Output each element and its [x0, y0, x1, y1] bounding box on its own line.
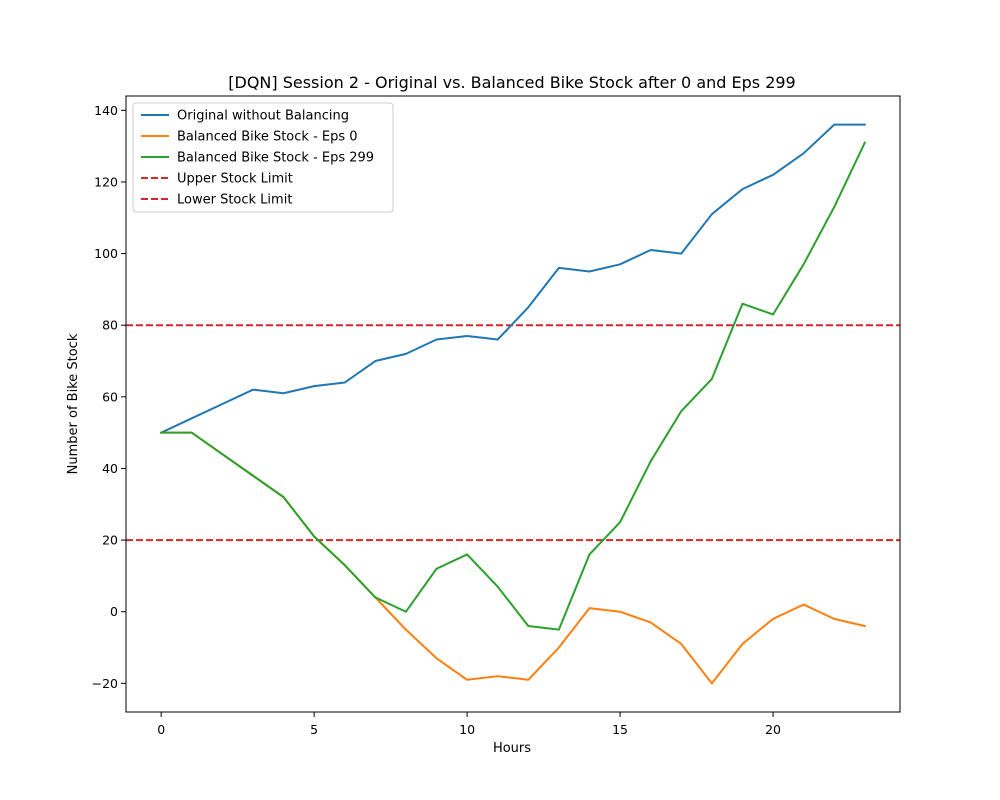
y-tick-label: 140 [94, 103, 118, 118]
y-axis-label: Number of Bike Stock [66, 333, 81, 474]
reference-lines [126, 324, 900, 542]
y-tick-label: 20 [102, 533, 118, 548]
y-tick-label: 80 [102, 318, 118, 333]
x-axis-ticks: 0 5 10 15 20 [157, 712, 781, 737]
chart-title: [DQN] Session 2 - Original vs. Balanced … [228, 73, 795, 92]
legend-label: Original without Balancing [177, 109, 349, 124]
series-line-1 [159, 123, 866, 434]
legend-box [132, 102, 394, 213]
x-tick-label: 0 [157, 722, 165, 737]
x-tick-label: 15 [612, 722, 628, 737]
legend-label: Lower Stock Limit [177, 193, 292, 208]
x-tick-label: 20 [765, 722, 781, 737]
y-tick-label: 0 [110, 604, 118, 619]
y-tick-label: −20 [92, 676, 118, 691]
series-line-3 [160, 141, 867, 631]
legend-label: Balanced Bike Stock - Eps 299 [177, 151, 374, 166]
y-tick-label: 60 [102, 389, 118, 404]
x-tick-label: 10 [459, 722, 475, 737]
y-tick-label: 40 [102, 461, 118, 476]
legend-label: Balanced Bike Stock - Eps 0 [177, 130, 358, 145]
y-tick-label: 120 [94, 174, 118, 189]
x-axis-label: Hours [493, 741, 531, 756]
legend: Original without Balancing Balanced Bike … [132, 102, 394, 213]
legend-label: Upper Stock Limit [177, 172, 293, 187]
series-lines [159, 123, 867, 685]
x-tick-label: 5 [310, 722, 318, 737]
plot-area [125, 95, 901, 713]
y-tick-label: 100 [94, 246, 118, 261]
series-line-2 [160, 431, 867, 685]
y-axis-ticks: −20 0 20 40 60 80 100 120 140 [92, 103, 126, 691]
